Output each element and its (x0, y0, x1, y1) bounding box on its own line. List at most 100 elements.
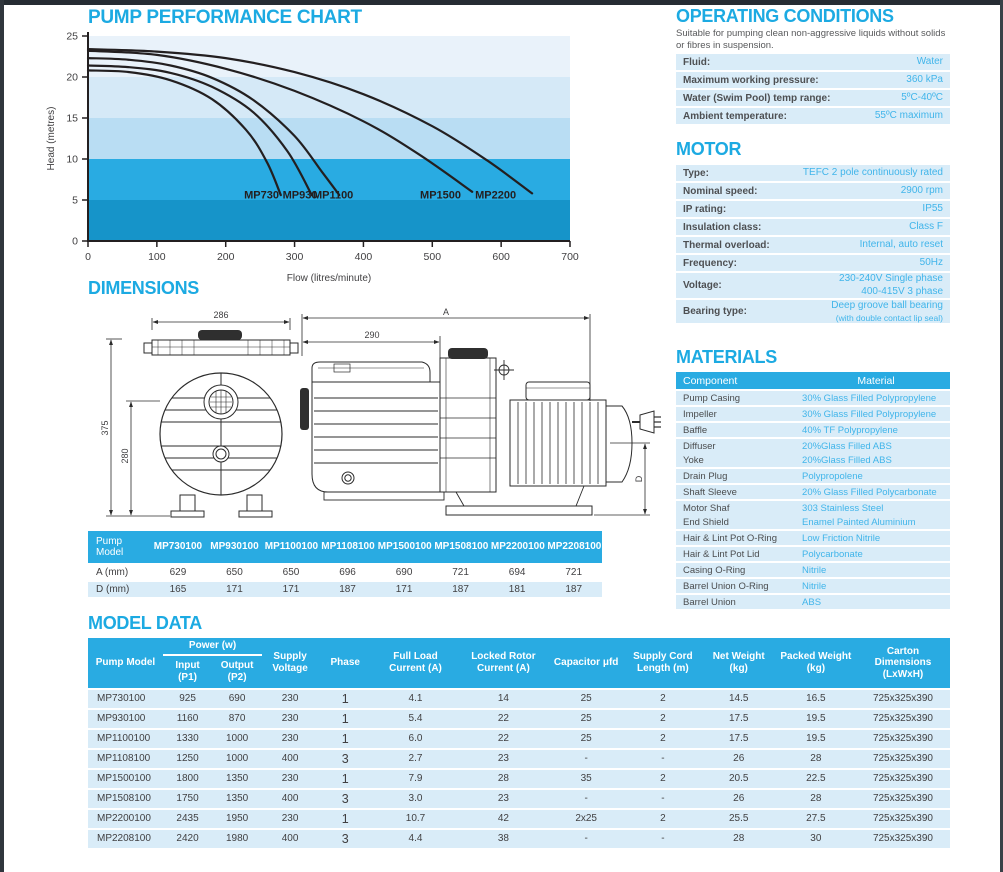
curve-mp1500 (86, 49, 474, 193)
y-tick-label: 5 (72, 195, 78, 207)
material-component: Hair & Lint Pot Lid (683, 548, 760, 560)
data-cell: 725x325x390 (855, 829, 950, 850)
data-cell: - (548, 829, 625, 850)
data-cell: 230 (262, 809, 319, 830)
dims-corner-header: Pump Model (88, 531, 150, 565)
model-cell: MP930100 (88, 709, 163, 730)
dims-value: 181 (488, 582, 546, 599)
chart-band (88, 118, 570, 159)
data-cell: 1350 (212, 789, 263, 810)
curve-mp1100 (86, 57, 341, 197)
x-tick-label: 600 (492, 251, 510, 263)
page-edge-left (0, 0, 4, 872)
curve-label-mp1100: MP1100 (313, 189, 353, 201)
x-tick-label: 100 (148, 251, 166, 263)
data-cell: 690 (212, 689, 263, 710)
y-tick-label: 20 (66, 72, 78, 84)
header-supply-cord-length: Supply Cord Length (m) (624, 638, 702, 690)
dimensions-table: Pump Model MP730100 MP930100 MP1100100 MP1108… (88, 531, 602, 599)
drain-plug (212, 445, 230, 463)
data-cell: 725x325x390 (855, 709, 950, 730)
dims-value: 187 (545, 582, 602, 599)
dims-value: 187 (319, 582, 376, 599)
model-data-row: MP930100 1160 870 230 1 5.4 22 25 2 17.5 19.5 725x3… (88, 709, 950, 730)
model-data-row: MP1100100 1330 1000 230 1 6.0 22 25 2 17.5 19.5 725… (88, 729, 950, 750)
chamber-lid-knob (448, 348, 488, 359)
value-line: 400-415V 3 phase (861, 285, 943, 297)
x-axis-title: Flow (litres/minute) (287, 273, 371, 284)
material-component: Impeller (683, 408, 717, 420)
curve-mp2200 (86, 48, 534, 195)
header-pump-model: Pump Model (88, 638, 163, 690)
dimensions-title: DIMENSIONS (88, 278, 200, 298)
data-cell: 28 (701, 829, 776, 850)
data-cell: 27.5 (775, 809, 856, 830)
data-cell: 1750 (162, 789, 213, 810)
material-name: 20%Glass Filled ABS (802, 454, 892, 466)
material-component: Pump Casing (683, 392, 741, 404)
data-cell: 725x325x390 (855, 729, 950, 750)
model-data-row: MP2200100 2435 1950 230 1 10.7 42 2x25 2 25.5 27.5… (88, 809, 950, 830)
data-cell: - (548, 749, 625, 770)
front-inner-height-dim: 280 (120, 448, 130, 463)
material-component: Drain Plug (683, 470, 728, 482)
dims-row-label: A (mm) (88, 565, 150, 582)
data-cell: 25 (548, 709, 625, 730)
data-cell: 14 (458, 689, 549, 710)
data-cell: 400 (262, 749, 319, 770)
dims-value: 171 (375, 582, 433, 599)
row-value: Water (917, 56, 943, 69)
pump-side-view-drawing: A 290 (288, 306, 666, 526)
data-cell: 28 (775, 749, 856, 770)
material-component: Barrel Union O-Ring (683, 580, 769, 592)
dims-value: 187 (432, 582, 489, 599)
data-cell: 2 (624, 689, 702, 710)
material-component: Shaft Sleeve (683, 486, 737, 498)
motor-spec-row: Voltage: 230-240V Single phase 400-415V 3 … (676, 273, 950, 298)
material-row: Hair & Lint Pot Lid Polycarbonate (676, 547, 950, 561)
dims-value: 650 (262, 565, 320, 582)
curve-mp730 (86, 69, 282, 197)
dims-value: 696 (319, 565, 376, 582)
material-row: Impeller 30% Glass Filled Polypropylene (676, 407, 950, 421)
data-cell: 4.1 (372, 689, 459, 710)
curve-label-mp930: MP930 (283, 189, 318, 201)
dims-value: 721 (545, 565, 602, 582)
material-row: Pump Casing 30% Glass Filled Polypropylen… (676, 391, 950, 405)
header-phase: Phase (318, 638, 373, 690)
front-height-dim: 375 (100, 420, 110, 435)
material-row: Diffuser 20%Glass Filled ABS (676, 439, 950, 453)
vent-fitting (494, 360, 514, 380)
dims-row: A (mm) 629 650 650 696 690 721 694 721 (88, 565, 602, 582)
data-cell: 25.5 (701, 809, 776, 830)
y-tick-label: 15 (66, 113, 78, 125)
data-cell: 17.5 (701, 729, 776, 750)
side-lid (311, 361, 431, 382)
row-value: 5ºC-40ºC (901, 92, 943, 105)
row-label: Type: (683, 167, 709, 179)
chart-band (88, 77, 570, 118)
materials-table: Component Material Pump Casing 30% Glass … (676, 372, 950, 611)
row-value: Class F (909, 221, 943, 234)
data-cell: 28 (458, 769, 549, 790)
data-cell: 14.5 (701, 689, 776, 710)
model-data-row: MP2208100 2420 1980 400 3 4.4 38- -28 30 725x325x… (88, 829, 950, 850)
data-cell: 1000 (212, 749, 263, 770)
data-cell: 1980 (212, 829, 263, 850)
data-cell: - (548, 789, 625, 810)
model-cell: MP2200100 (88, 809, 163, 830)
model-cell: MP730100 (88, 689, 163, 710)
value-line: IP55 (922, 202, 943, 214)
material-row: Shaft Sleeve 20% Glass Filled Polycarbona… (676, 485, 950, 499)
data-cell: 1160 (162, 709, 213, 730)
x-tick-label: 500 (424, 251, 442, 263)
dims-value: 171 (262, 582, 320, 599)
row-label: Fluid: (683, 56, 711, 68)
material-name: 20%Glass Filled ABS (802, 440, 892, 452)
pump-performance-chart: 0 5 10 15 20 25 0 100 200 300 400 500 600 700 Head (me… (40, 28, 588, 285)
row-label: IP rating: (683, 203, 727, 215)
performance-chart-svg: 0 5 10 15 20 25 0 100 200 300 400 500 600 700 Head (me… (46, 31, 579, 285)
curve-mp930 (86, 64, 313, 197)
data-cell: 2 (624, 809, 702, 830)
x-tick-label: 400 (355, 251, 373, 263)
